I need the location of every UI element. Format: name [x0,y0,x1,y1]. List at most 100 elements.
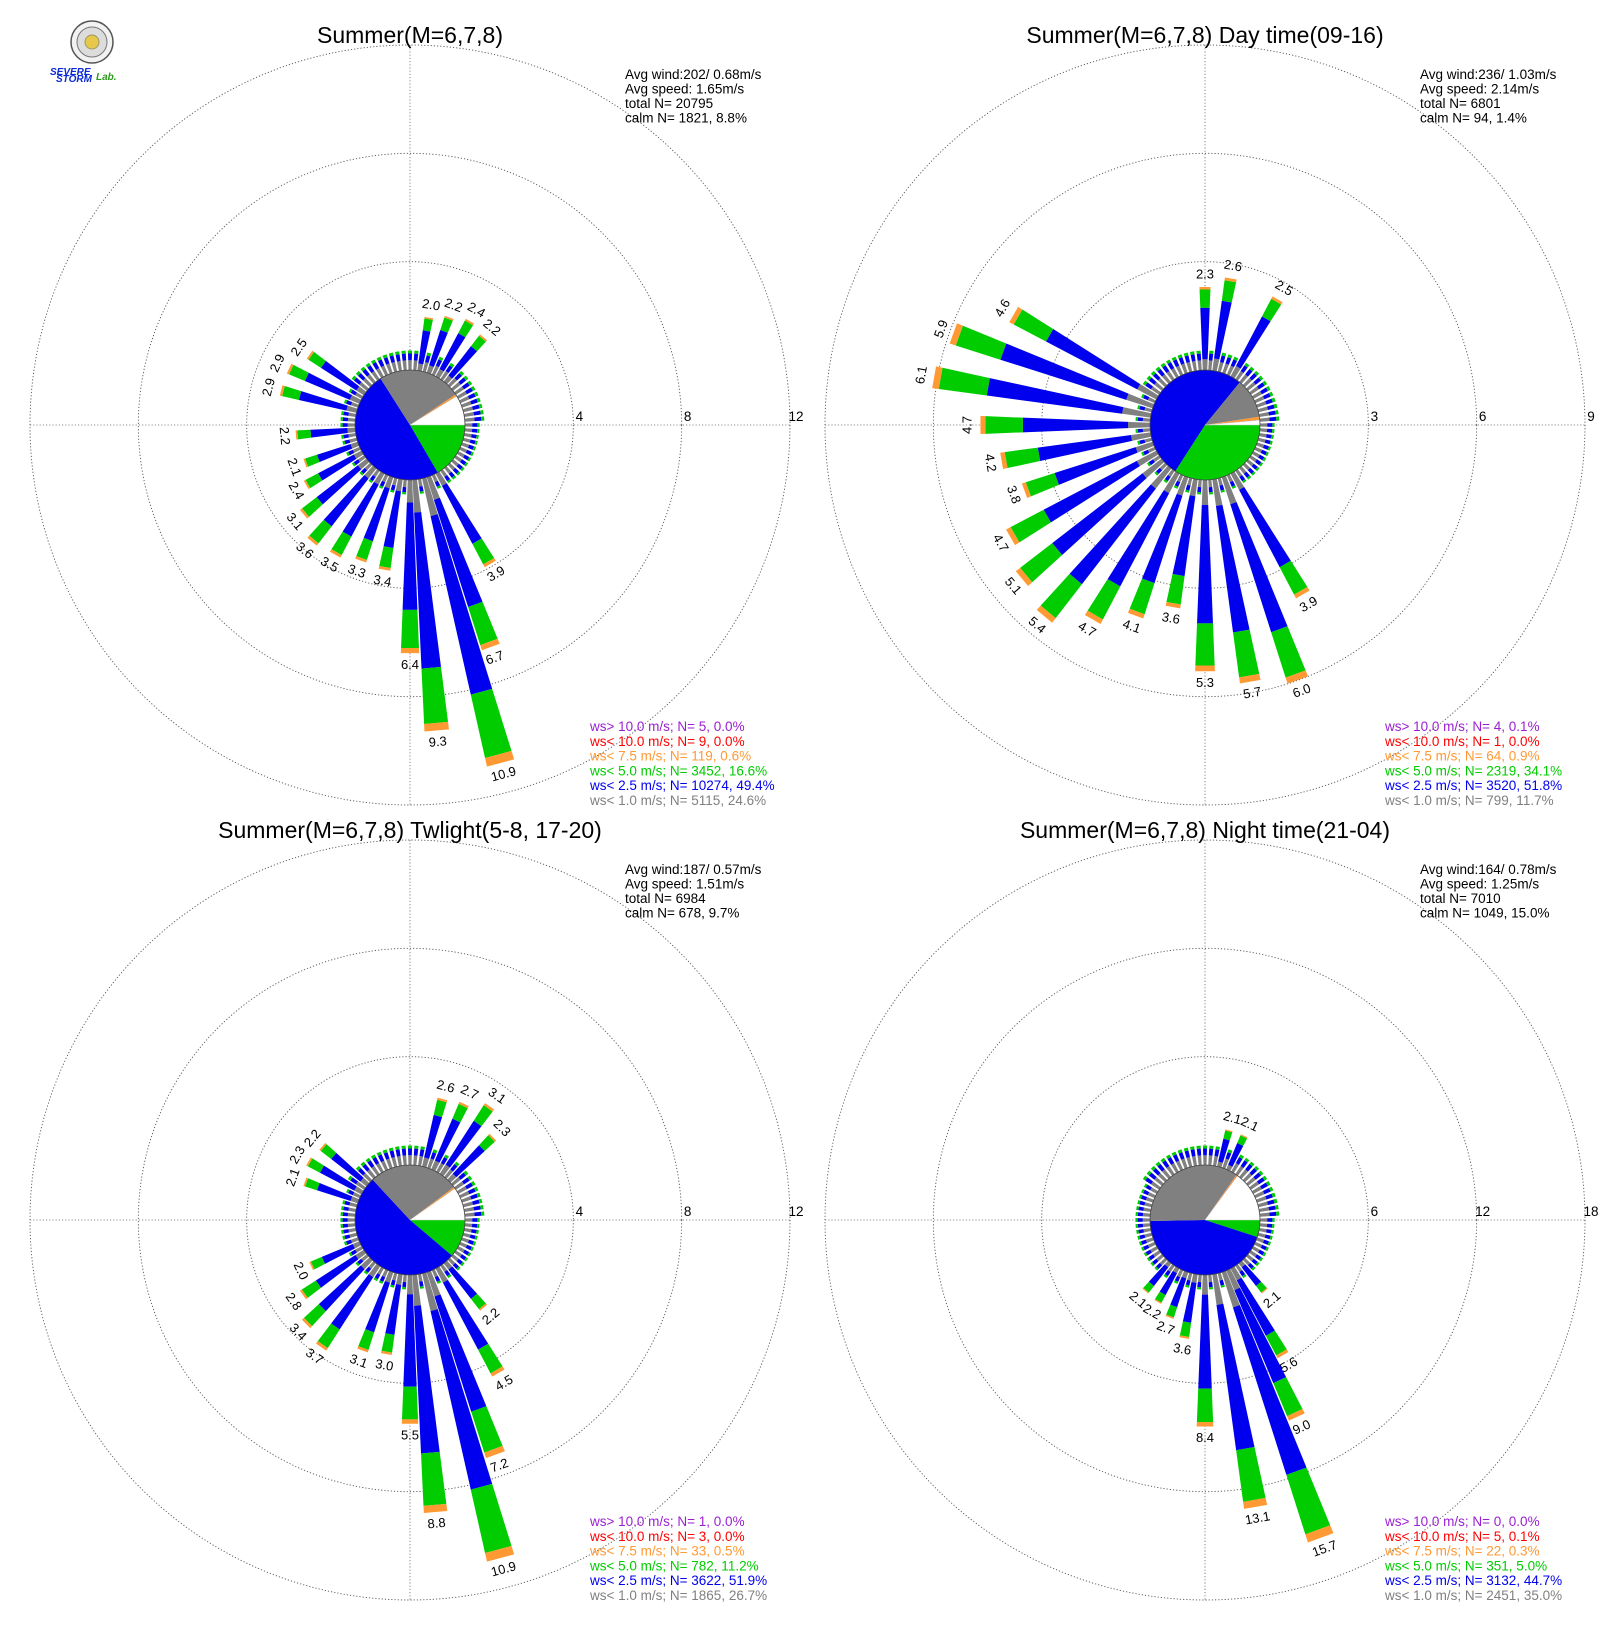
wind-bar-segment [1235,469,1243,478]
calm-pie-slice [1150,370,1240,472]
calm-pie-slice [380,370,456,425]
wind-bar-value-label: 6.0 [1291,680,1313,700]
wind-bar-segment [300,508,310,519]
wind-bar-segment [401,1286,407,1290]
wind-bar-segment [1198,1294,1212,1389]
wind-bar-segment [1226,365,1234,376]
wind-bar-segment [1253,377,1262,385]
wind-bar-value-label: 2.4 [286,479,308,502]
wind-bar-segment [350,389,357,396]
wind-bar-segment [434,1275,441,1282]
wind-bar-segment [1262,444,1269,450]
wind-bar-segment [470,335,486,352]
wind-bar-segment [349,1232,358,1238]
wind-bar-segment [1177,354,1183,359]
wind-bar-value-label: 6.1 [912,365,930,385]
wind-bar-segment [1187,1272,1193,1281]
wind-bar-segment [1242,462,1251,471]
wind-bar-segment [1251,471,1256,476]
wind-bar-segment [431,474,438,483]
wind-bar-value-label: 3.4 [372,572,392,590]
wind-bar-segment [1156,467,1163,474]
wind-bar-segment [303,479,311,490]
wind-bar-segment [430,1309,493,1490]
wind-bar-segment [1155,1291,1166,1303]
wind-bar-segment [414,1145,419,1149]
wind-bar-segment [1259,1257,1264,1262]
wind-bar-segment [1147,446,1156,453]
wind-bar-segment [429,330,448,367]
wind-bar-segment [1236,1447,1266,1502]
wind-bar-segment [1265,451,1269,457]
wind-bar-segment [396,360,402,372]
radial-tick-label: 8 [684,409,692,424]
wind-bar-segment [1191,1155,1197,1167]
wind-bar-segment [1142,417,1151,422]
wind-bar-segment [422,1157,430,1168]
wind-bar-segment [1136,1229,1139,1234]
wind-bar-segment [1171,368,1179,379]
wind-bar-segment [1235,1165,1244,1176]
wind-bar-segment [1249,372,1258,381]
wind-bar-segment [1230,501,1288,633]
wind-bar-segment [362,368,370,377]
wind-bar-segment [348,433,357,438]
wind-bar-segment [1239,673,1261,684]
wind-bar-segment [463,1206,475,1212]
wind-bar-segment [444,1169,453,1179]
wind-bar-segment [407,1145,413,1149]
wind-bar-segment [382,354,388,359]
wind-bar-segment [1260,1182,1268,1190]
wind-bar-segment [1271,1229,1274,1234]
wind-bar-segment [348,1189,355,1196]
wind-bar-segment [426,1270,441,1297]
wind-bar-segment [354,1186,364,1195]
wind-bar-segment [402,1281,407,1288]
wind-bar-segment [461,1196,472,1203]
wind-bar-segment [1255,459,1262,466]
wind-bar-segment [392,1272,398,1281]
wind-bar-value-label: 10.9 [489,1558,517,1579]
wind-bar-segment [1154,382,1164,391]
wind-bar-segment [467,1175,473,1181]
wind-bar-segment [1145,1197,1154,1203]
wind-bar-segment [342,1212,349,1217]
wind-bar-segment [463,411,475,417]
wind-bar-value-label: 13.1 [1244,1508,1272,1527]
wind-bar-value-label: 5.5 [401,1427,419,1442]
wind-bar-segment [307,1158,325,1173]
wind-bar-segment [467,1239,474,1245]
wind-bar-segment [464,1257,469,1262]
wind-bar-segment [1176,1160,1184,1171]
stats-line: calm N= 1821, 8.8% [625,111,747,126]
wind-bar-segment [448,1266,478,1299]
wind-bar-segment [1196,1145,1201,1149]
wind-bar-segment [1230,365,1241,379]
wind-bar-segment [353,377,362,385]
wind-bar-segment [1254,446,1263,453]
wind-bar-segment [1260,1244,1267,1251]
wind-bar-segment [1190,1149,1196,1157]
wind-bar-value-label: 2.9 [267,352,288,375]
wind-bar-segment [1143,1228,1152,1233]
wind-bar-segment [467,1187,476,1195]
wind-bar-segment [1208,1148,1214,1156]
wind-bar-segment [452,1262,459,1269]
wind-bar-segment [473,410,481,416]
wind-bar-segment [1239,475,1246,482]
wind-bar-segment [1138,1206,1144,1211]
stats-line: calm N= 678, 9.7% [625,906,739,921]
wind-bar-segment [1069,484,1156,585]
wind-bar-segment [1137,428,1144,433]
wind-bar-segment [1157,368,1165,377]
wind-bar-segment [483,558,496,568]
wind-bar-segment [347,423,356,427]
logo-text-storm: STORM [56,74,93,85]
wind-bar-segment [316,1182,353,1202]
wind-bar-segment [1262,380,1268,386]
wind-bar-segment [470,688,512,759]
wind-bar-segment [447,1257,456,1266]
wind-bar-segment [444,315,454,321]
wind-bar-segment [1139,439,1146,445]
wind-bar-segment [1022,417,1128,433]
